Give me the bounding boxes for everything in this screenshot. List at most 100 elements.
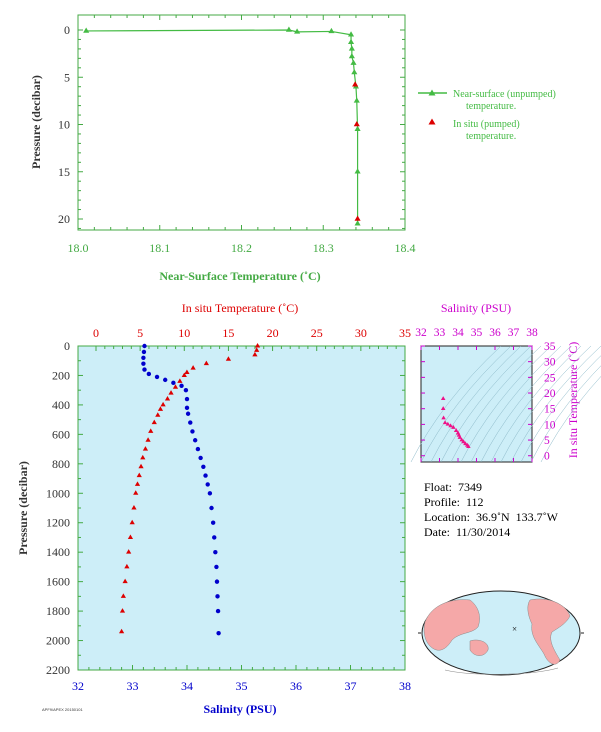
- temperature-profile-point: [181, 372, 187, 377]
- salinity-profile-point: [215, 594, 220, 599]
- ts-x-tick-label: 35: [471, 327, 483, 339]
- ts-y-tick-label: 15: [544, 404, 556, 416]
- salinity-profile-point: [142, 343, 147, 349]
- ts-point: [453, 428, 459, 432]
- temperature-tick-label: 0: [93, 326, 99, 340]
- ts-density-contour: [440, 345, 532, 463]
- map-float-marker: ×: [512, 624, 517, 634]
- near-surface-x-tick-label: 18.0: [68, 241, 89, 255]
- location-value: 36.9˚N 133.7˚W: [475, 510, 558, 524]
- map-land-asia: [423, 599, 480, 651]
- temperature-profile-point: [119, 608, 126, 613]
- salinity-profile-point: [192, 438, 198, 443]
- salinity-profile-point: [142, 367, 147, 372]
- temperature-profile-point: [133, 490, 139, 495]
- ts-point: [442, 420, 448, 425]
- salinity-tick-label: 38: [399, 679, 411, 693]
- salinity-profile-point: [141, 361, 146, 366]
- salinity-profile-point: [214, 579, 220, 584]
- location-row: Location: 36.9˚N 133.7˚W: [424, 510, 558, 525]
- profile-y-tick-label: 200: [52, 368, 70, 382]
- ts-salinity-label: Salinity (PSU): [441, 301, 511, 315]
- near-surface-point: [285, 26, 292, 32]
- near-surface-x-tick-label: 18.1: [149, 241, 170, 255]
- salinity-profile-point: [171, 380, 176, 386]
- profile-y-label: Pressure (decibar): [16, 461, 30, 555]
- temperature-profile-point: [126, 549, 132, 554]
- legend: Near-surface (unpumped) temperature. In …: [418, 89, 556, 142]
- temperature-profile-point: [168, 390, 174, 395]
- map-land-australia: [469, 639, 489, 656]
- ts-y-tick-label: 10: [544, 419, 556, 431]
- temperature-profile-point: [157, 406, 164, 411]
- date-row: Date: 11/30/2014: [424, 525, 558, 540]
- profile-label: Profile:: [424, 495, 460, 509]
- salinity-profile-point: [213, 549, 218, 555]
- ts-density-contour: [500, 345, 592, 463]
- temperature-profile-point: [164, 396, 171, 401]
- ts-density-contour: [460, 345, 552, 463]
- temperature-profile-point: [155, 412, 161, 417]
- temperature-tick-label: 15: [222, 326, 234, 340]
- salinity-tick-label: 33: [127, 679, 139, 693]
- salinity-profile-point: [183, 387, 189, 393]
- near-surface-y-tick-label: 5: [64, 70, 70, 84]
- ts-y-tick-label: 20: [544, 388, 556, 400]
- temperature-tick-label: 30: [355, 326, 367, 340]
- temperature-tick-label: 25: [311, 326, 323, 340]
- temperature-profile-point: [142, 446, 149, 451]
- salinity-profile-point: [190, 429, 195, 434]
- salinity-tick-label: 34: [181, 679, 193, 693]
- near-surface-point: [348, 38, 355, 45]
- temperature-profile-point: [190, 365, 196, 370]
- near-surface-x-label: Near-Surface Temperature (˚C): [159, 269, 320, 283]
- temperature-profile-point: [124, 563, 130, 569]
- profile-y-tick-label: 1800: [46, 604, 70, 618]
- float-label: Float:: [424, 480, 453, 494]
- legend-in-situ-label: In situ (pumped): [453, 119, 520, 130]
- ts-y-tick-label: 25: [544, 372, 556, 384]
- in-situ-point: [352, 81, 359, 87]
- temperature-profile-point: [136, 472, 142, 478]
- salinity-profile-point: [141, 355, 146, 360]
- ts-y-tick-label: 35: [544, 341, 556, 353]
- profile-y-tick-label: 1200: [46, 516, 70, 530]
- near-surface-point: [351, 69, 358, 75]
- near-surface-y-label: Pressure (decibar): [29, 75, 43, 169]
- ts-point: [445, 421, 451, 426]
- salinity-profile-point: [215, 608, 221, 614]
- near-surface-point: [83, 27, 90, 33]
- salinity-profile-point: [184, 396, 190, 402]
- ts-point: [466, 444, 471, 448]
- profile-y-tick-label: 600: [52, 427, 70, 441]
- temperature-profile-point: [203, 360, 209, 366]
- temperature-profile-point: [122, 578, 128, 584]
- ts-y-tick-label: 0: [544, 451, 550, 463]
- map-land-antarctica: [444, 667, 559, 675]
- temperature-profile-point: [225, 356, 232, 361]
- in-situ-point: [354, 215, 361, 221]
- ts-y-tick-label: 30: [544, 357, 556, 369]
- ts-point: [448, 423, 453, 428]
- salinity-profile-point: [209, 505, 214, 511]
- ts-density-contour: [510, 345, 601, 463]
- near-surface-point: [350, 59, 357, 65]
- salinity-tick-label: 36: [290, 679, 302, 693]
- near-surface-point: [354, 168, 361, 174]
- profile-panel: In situ Temperature (˚C) Salinity (PSU) …: [16, 301, 411, 716]
- temperature-profile-point: [151, 419, 157, 425]
- world-map: ×: [418, 590, 584, 676]
- profile-y-tick-label: 1000: [46, 486, 70, 500]
- ts-point: [440, 406, 446, 411]
- temperature-profile-point: [131, 505, 137, 510]
- in-situ-point: [353, 121, 360, 127]
- profile-y-tick-label: 1400: [46, 545, 70, 559]
- location-label: Location:: [424, 510, 470, 524]
- temperature-profile-point: [134, 481, 141, 486]
- ts-density-contour: [430, 345, 522, 463]
- salinity-profile-point: [198, 455, 203, 461]
- ts-density-contour: [530, 365, 601, 463]
- near-surface-plot-frame: [77, 14, 406, 231]
- ts-density-contour: [540, 375, 601, 463]
